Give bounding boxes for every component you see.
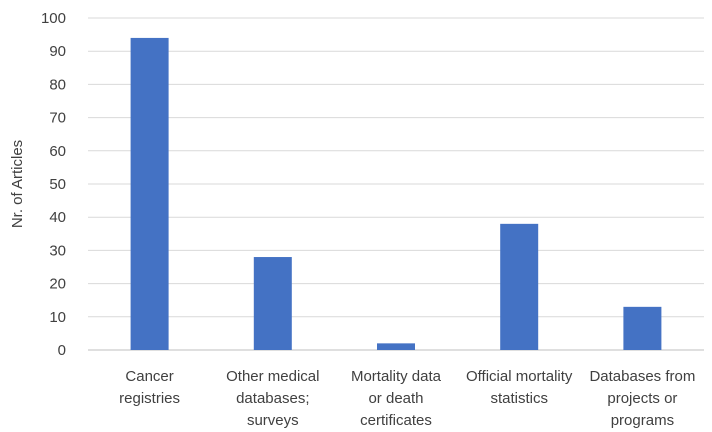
x-category-label-line: Cancer [125, 368, 173, 385]
y-tick-label: 0 [58, 342, 66, 359]
bar [500, 223, 539, 350]
gridlines [88, 17, 704, 351]
x-category-label: Databases from projects or programs [589, 368, 695, 429]
y-axis-label: Nr. of Articles [9, 140, 26, 228]
y-tick-label: 90 [49, 43, 66, 60]
x-category-label-line: programs [611, 412, 674, 429]
x-category-label-line: certificates [360, 412, 432, 429]
x-category-label: Other medical databases; surveys [226, 368, 319, 429]
x-category-label-line: registries [119, 390, 180, 407]
x-category-label-line: Official mortality [466, 368, 573, 385]
x-category-label: Official mortality statistics [466, 368, 573, 407]
x-category-label-line: statistics [490, 390, 548, 407]
x-category-label-line: Mortality data [351, 368, 442, 385]
bar [623, 306, 662, 350]
y-axis-ticks: 0 10 20 30 40 50 60 70 80 90 100 [41, 10, 66, 359]
y-tick-label: 100 [41, 10, 66, 27]
y-tick-label: 50 [49, 176, 66, 193]
x-axis-categories: Cancer registries Other medical databases; s… [119, 368, 695, 429]
x-category-label-line: Other medical [226, 368, 319, 385]
x-category-label-line: databases; [236, 390, 309, 407]
x-category-label-line: projects or [607, 390, 677, 407]
bar [130, 37, 169, 351]
y-tick-label: 80 [49, 76, 66, 93]
y-tick-label: 10 [49, 309, 66, 326]
y-tick-label: 30 [49, 242, 66, 259]
bar [377, 343, 415, 350]
x-category-label-line: surveys [247, 412, 299, 429]
x-category-label-line: or death [368, 390, 423, 407]
x-category-label-line: Databases from [589, 368, 695, 385]
y-tick-label: 20 [49, 276, 66, 293]
x-category-label: Mortality data or death certificates [351, 368, 442, 429]
y-tick-label: 60 [49, 143, 66, 160]
x-category-label: Cancer registries [119, 368, 180, 407]
y-tick-label: 40 [49, 209, 66, 226]
y-tick-label: 70 [49, 110, 66, 127]
bar [253, 257, 292, 350]
bars [130, 37, 662, 351]
